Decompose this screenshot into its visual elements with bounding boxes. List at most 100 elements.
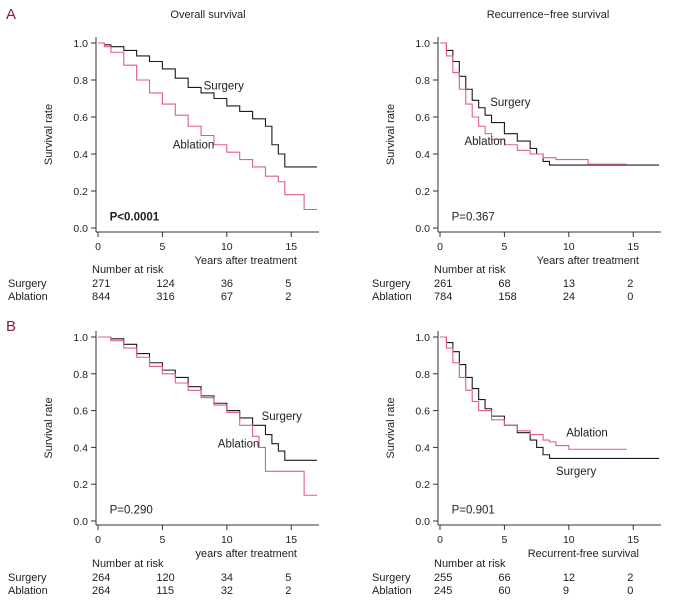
x-tick-label: 15 bbox=[285, 534, 297, 546]
risk-cell: 124 bbox=[156, 278, 175, 290]
risk-cell: 264 bbox=[92, 572, 111, 584]
risk-row-label: Surgery bbox=[8, 572, 47, 584]
risk-row-label: Ablation bbox=[8, 291, 48, 303]
risk-cell: 120 bbox=[156, 572, 175, 584]
risk-cell: 5 bbox=[285, 572, 292, 584]
risk-row-label: Ablation bbox=[372, 291, 412, 303]
y-axis-label: Survival rate bbox=[43, 397, 55, 458]
risk-row-label: Ablation bbox=[372, 585, 412, 597]
y-tick-label: 0.8 bbox=[415, 75, 430, 87]
y-tick-label: 0.0 bbox=[415, 223, 430, 235]
x-axis-label: Years after treatment bbox=[537, 255, 639, 267]
curve-label: Surgery bbox=[490, 97, 531, 109]
y-axis-label: Survival rate bbox=[385, 104, 397, 165]
series-line-surgery bbox=[98, 336, 317, 461]
risk-cell: 158 bbox=[498, 291, 517, 303]
risk-cell: 9 bbox=[562, 585, 569, 597]
y-tick-label: 1.0 bbox=[415, 38, 430, 50]
x-tick-label: 0 bbox=[437, 534, 443, 546]
risk-cell: 784 bbox=[434, 291, 453, 303]
x-tick-label: 0 bbox=[437, 241, 443, 253]
y-tick-label: 0.6 bbox=[73, 406, 88, 418]
y-tick-label: 1.0 bbox=[415, 332, 430, 344]
y-tick-label: 0.2 bbox=[415, 479, 430, 491]
risk-cell: 2 bbox=[285, 291, 292, 303]
y-tick-label: 0.2 bbox=[73, 186, 88, 198]
panel-letter-a: A bbox=[6, 6, 17, 23]
risk-cell: 24 bbox=[562, 291, 576, 303]
y-tick-label: 1.0 bbox=[73, 38, 88, 50]
y-tick-label: 0.6 bbox=[73, 112, 88, 124]
p-value: P=0.367 bbox=[452, 212, 495, 224]
risk-cell: 13 bbox=[562, 278, 576, 290]
series-line-ablation bbox=[98, 336, 317, 496]
chart-title: Overall survival bbox=[170, 9, 245, 21]
risk-cell: 2 bbox=[627, 278, 634, 290]
risk-cell: 2 bbox=[285, 585, 292, 597]
risk-cell: 115 bbox=[156, 585, 174, 597]
risk-cell: 316 bbox=[156, 291, 175, 303]
risk-cell: 0 bbox=[627, 291, 634, 303]
y-tick-label: 0.4 bbox=[415, 442, 430, 454]
x-tick-label: 10 bbox=[221, 534, 233, 546]
y-axis-label: Survival rate bbox=[43, 104, 55, 165]
x-tick-label: 5 bbox=[501, 241, 507, 253]
risk-table-header: Number at risk bbox=[434, 264, 506, 276]
risk-table-b-recurrence: Number at risk Surgery 255 66 12 2 Ablation 245… bbox=[372, 558, 672, 602]
curve-label: Ablation bbox=[464, 136, 506, 148]
y-tick-label: 0.6 bbox=[415, 112, 430, 124]
panel-letter-b: B bbox=[6, 318, 17, 335]
risk-table-header: Number at risk bbox=[92, 558, 164, 570]
risk-cell: 60 bbox=[498, 585, 511, 597]
risk-cell: 844 bbox=[92, 291, 111, 303]
y-tick-label: 0.0 bbox=[73, 516, 88, 528]
y-tick-label: 0.0 bbox=[415, 516, 430, 528]
series-line-ablation bbox=[440, 42, 627, 165]
risk-cell: 2 bbox=[627, 572, 634, 584]
x-tick-label: 0 bbox=[95, 534, 101, 546]
curve-label: Surgery bbox=[556, 466, 597, 478]
risk-cell: 32 bbox=[220, 585, 234, 597]
x-tick-label: 5 bbox=[501, 534, 507, 546]
risk-cell: 0 bbox=[627, 585, 634, 597]
x-tick-label: 5 bbox=[159, 241, 165, 253]
risk-row-label: Surgery bbox=[372, 572, 411, 584]
x-axis-label: Years after treatment bbox=[195, 255, 297, 267]
y-tick-label: 0.2 bbox=[415, 186, 430, 198]
curve-label: Surgery bbox=[262, 411, 303, 423]
p-value: P<0.0001 bbox=[110, 212, 160, 224]
risk-table-a-recurrence: Number at risk Surgery 261 68 13 2 Ablation 784… bbox=[372, 264, 672, 308]
risk-row-label: Surgery bbox=[372, 278, 411, 290]
y-tick-label: 0.4 bbox=[415, 149, 430, 161]
risk-cell: 271 bbox=[92, 278, 111, 290]
series-line-surgery bbox=[98, 42, 317, 168]
risk-cell: 255 bbox=[434, 572, 453, 584]
risk-row-label: Surgery bbox=[8, 278, 47, 290]
series-line-ablation bbox=[98, 42, 317, 211]
curve-label: Surgery bbox=[204, 80, 245, 92]
y-tick-label: 1.0 bbox=[73, 332, 88, 344]
risk-row-label: Ablation bbox=[8, 585, 48, 597]
risk-cell: 245 bbox=[434, 585, 453, 597]
x-tick-label: 15 bbox=[627, 241, 639, 253]
y-tick-label: 0.2 bbox=[73, 479, 88, 491]
y-tick-label: 0.0 bbox=[73, 223, 88, 235]
curve-label: Ablation bbox=[173, 139, 215, 151]
x-axis-label: Recurrent-free survival bbox=[528, 548, 639, 560]
p-value: P=0.901 bbox=[452, 505, 495, 517]
y-tick-label: 0.4 bbox=[73, 442, 88, 454]
series-line-surgery bbox=[440, 336, 659, 459]
risk-cell: 34 bbox=[220, 572, 234, 584]
series-line-ablation bbox=[440, 336, 627, 450]
curve-label: Ablation bbox=[566, 427, 608, 439]
x-tick-label: 5 bbox=[159, 534, 165, 546]
y-tick-label: 0.6 bbox=[415, 406, 430, 418]
risk-cell: 67 bbox=[220, 291, 234, 303]
risk-cell: 264 bbox=[92, 585, 111, 597]
x-tick-label: 10 bbox=[221, 241, 233, 253]
p-value: P=0.290 bbox=[110, 505, 153, 517]
y-tick-label: 0.8 bbox=[73, 75, 88, 87]
x-tick-label: 15 bbox=[627, 534, 639, 546]
risk-cell: 68 bbox=[498, 278, 511, 290]
